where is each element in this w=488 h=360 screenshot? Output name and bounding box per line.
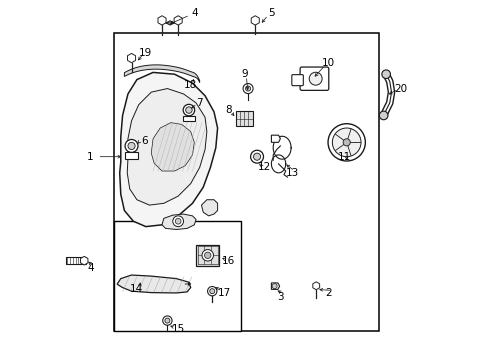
Bar — [113, 33, 378, 330]
Text: 14: 14 — [130, 284, 143, 294]
Polygon shape — [81, 256, 88, 265]
Circle shape — [343, 139, 349, 146]
Text: 17: 17 — [218, 288, 231, 298]
Text: 11: 11 — [338, 152, 351, 162]
Text: 13: 13 — [285, 168, 299, 178]
Polygon shape — [162, 214, 196, 229]
Bar — [196, 244, 219, 266]
Circle shape — [164, 318, 169, 323]
Polygon shape — [271, 283, 279, 289]
Polygon shape — [124, 65, 199, 82]
Circle shape — [332, 128, 360, 157]
Text: 19: 19 — [139, 48, 152, 58]
FancyBboxPatch shape — [291, 75, 303, 86]
Polygon shape — [312, 282, 319, 290]
Circle shape — [183, 104, 194, 116]
Bar — [66, 257, 85, 264]
Circle shape — [327, 124, 365, 161]
Text: 15: 15 — [171, 324, 184, 334]
Text: 1: 1 — [87, 152, 93, 162]
Text: 6: 6 — [141, 136, 147, 145]
Text: 16: 16 — [221, 256, 235, 266]
Circle shape — [209, 289, 214, 294]
Text: 9: 9 — [241, 69, 247, 79]
Circle shape — [243, 84, 253, 94]
Text: 2: 2 — [325, 288, 331, 298]
Polygon shape — [251, 16, 259, 25]
Text: 3: 3 — [277, 292, 283, 302]
Text: 4: 4 — [191, 8, 197, 18]
Bar — [235, 111, 252, 126]
Circle shape — [379, 111, 387, 120]
Circle shape — [202, 249, 213, 261]
Polygon shape — [201, 200, 217, 216]
Circle shape — [172, 216, 183, 226]
Circle shape — [381, 70, 389, 78]
Circle shape — [207, 287, 217, 296]
Circle shape — [253, 153, 260, 160]
Text: 12: 12 — [257, 162, 270, 172]
Polygon shape — [174, 16, 182, 25]
Polygon shape — [127, 89, 206, 205]
Bar — [113, 221, 241, 330]
Circle shape — [308, 72, 322, 85]
Text: 4: 4 — [87, 263, 93, 273]
Polygon shape — [117, 275, 190, 293]
Text: 20: 20 — [393, 84, 406, 94]
Text: 18: 18 — [183, 80, 197, 90]
Polygon shape — [158, 16, 166, 25]
Polygon shape — [151, 123, 194, 171]
Text: 10: 10 — [322, 58, 335, 68]
Bar — [183, 116, 194, 121]
Circle shape — [128, 142, 135, 149]
Polygon shape — [271, 135, 280, 142]
Circle shape — [125, 139, 138, 152]
Text: 5: 5 — [267, 8, 274, 18]
FancyBboxPatch shape — [300, 67, 328, 90]
Circle shape — [163, 316, 172, 325]
Circle shape — [245, 86, 250, 91]
Polygon shape — [120, 72, 217, 226]
Polygon shape — [127, 53, 135, 63]
Bar — [125, 152, 138, 159]
Circle shape — [250, 150, 263, 163]
Circle shape — [185, 107, 192, 113]
Circle shape — [271, 284, 277, 289]
Text: 8: 8 — [224, 105, 231, 115]
Circle shape — [204, 252, 210, 258]
Text: 7: 7 — [196, 98, 203, 108]
Circle shape — [175, 219, 181, 224]
